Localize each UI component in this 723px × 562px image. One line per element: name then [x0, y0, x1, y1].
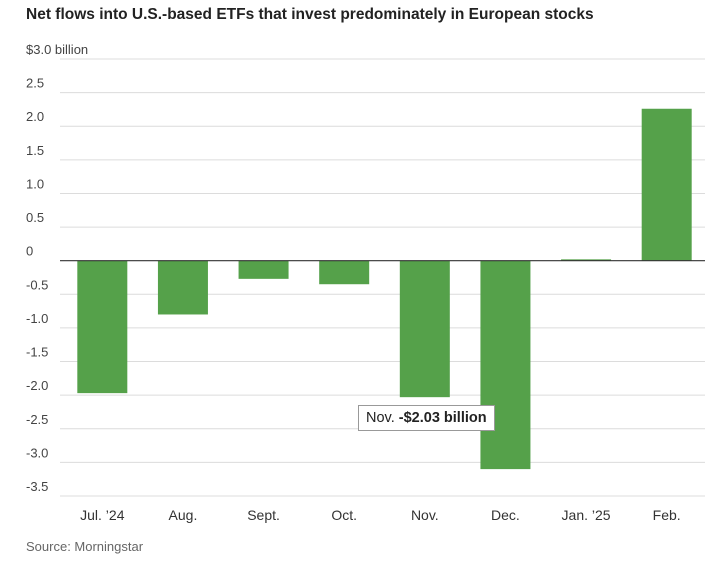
y-tick-label: $3.0 billion: [26, 42, 88, 57]
annotation-month: Nov.: [366, 410, 395, 426]
x-tick-label: Jul. ’24: [80, 507, 125, 523]
y-tick-label: 0: [26, 244, 33, 259]
y-tick-label: -3.0: [26, 445, 48, 460]
y-tick-label: 2.0: [26, 109, 44, 124]
y-tick-label: -2.5: [26, 412, 48, 427]
bar-1: [157, 260, 208, 315]
x-tick-label: Oct.: [331, 507, 357, 523]
y-tick-label: -2.0: [26, 378, 48, 393]
gridlines: [60, 58, 705, 497]
x-axis-labels: Jul. ’24 Aug. Sept. Oct. Nov. Dec. Jan. ’25 Feb…: [80, 507, 681, 523]
bar-5: [480, 260, 531, 470]
nov-annotation: Nov. -$2.03 billion: [358, 405, 495, 431]
x-tick-label: Nov.: [411, 507, 439, 523]
y-tick-label: -1.5: [26, 345, 48, 360]
source-note: Source: Morningstar: [26, 539, 144, 554]
y-tick-label: 1.5: [26, 143, 44, 158]
bar-3: [319, 260, 370, 285]
bars: [77, 108, 692, 470]
x-tick-label: Jan. ’25: [562, 507, 611, 523]
x-tick-label: Dec.: [491, 507, 520, 523]
annotation-value: -$2.03 billion: [398, 410, 487, 426]
x-tick-label: Feb.: [653, 507, 681, 523]
x-tick-label: Aug.: [169, 507, 198, 523]
bar-0: [77, 260, 128, 394]
bar-2: [238, 260, 289, 279]
y-tick-label: -1.0: [26, 311, 48, 326]
chart-title: Net flows into U.S.-based ETFs that inve…: [26, 6, 594, 23]
y-tick-label: 0.5: [26, 210, 44, 225]
bar-7: [641, 108, 692, 261]
bar-4: [399, 260, 450, 398]
y-axis-ticks: $3.0 billion 2.5 2.0 1.5 1.0 0.5 0 -0.5 -1.0 -1.5…: [26, 42, 88, 494]
y-tick-label: -3.5: [26, 479, 48, 494]
x-tick-label: Sept.: [247, 507, 280, 523]
y-tick-label: 1.0: [26, 176, 44, 191]
y-tick-label: 2.5: [26, 76, 44, 91]
y-tick-label: -0.5: [26, 277, 48, 292]
